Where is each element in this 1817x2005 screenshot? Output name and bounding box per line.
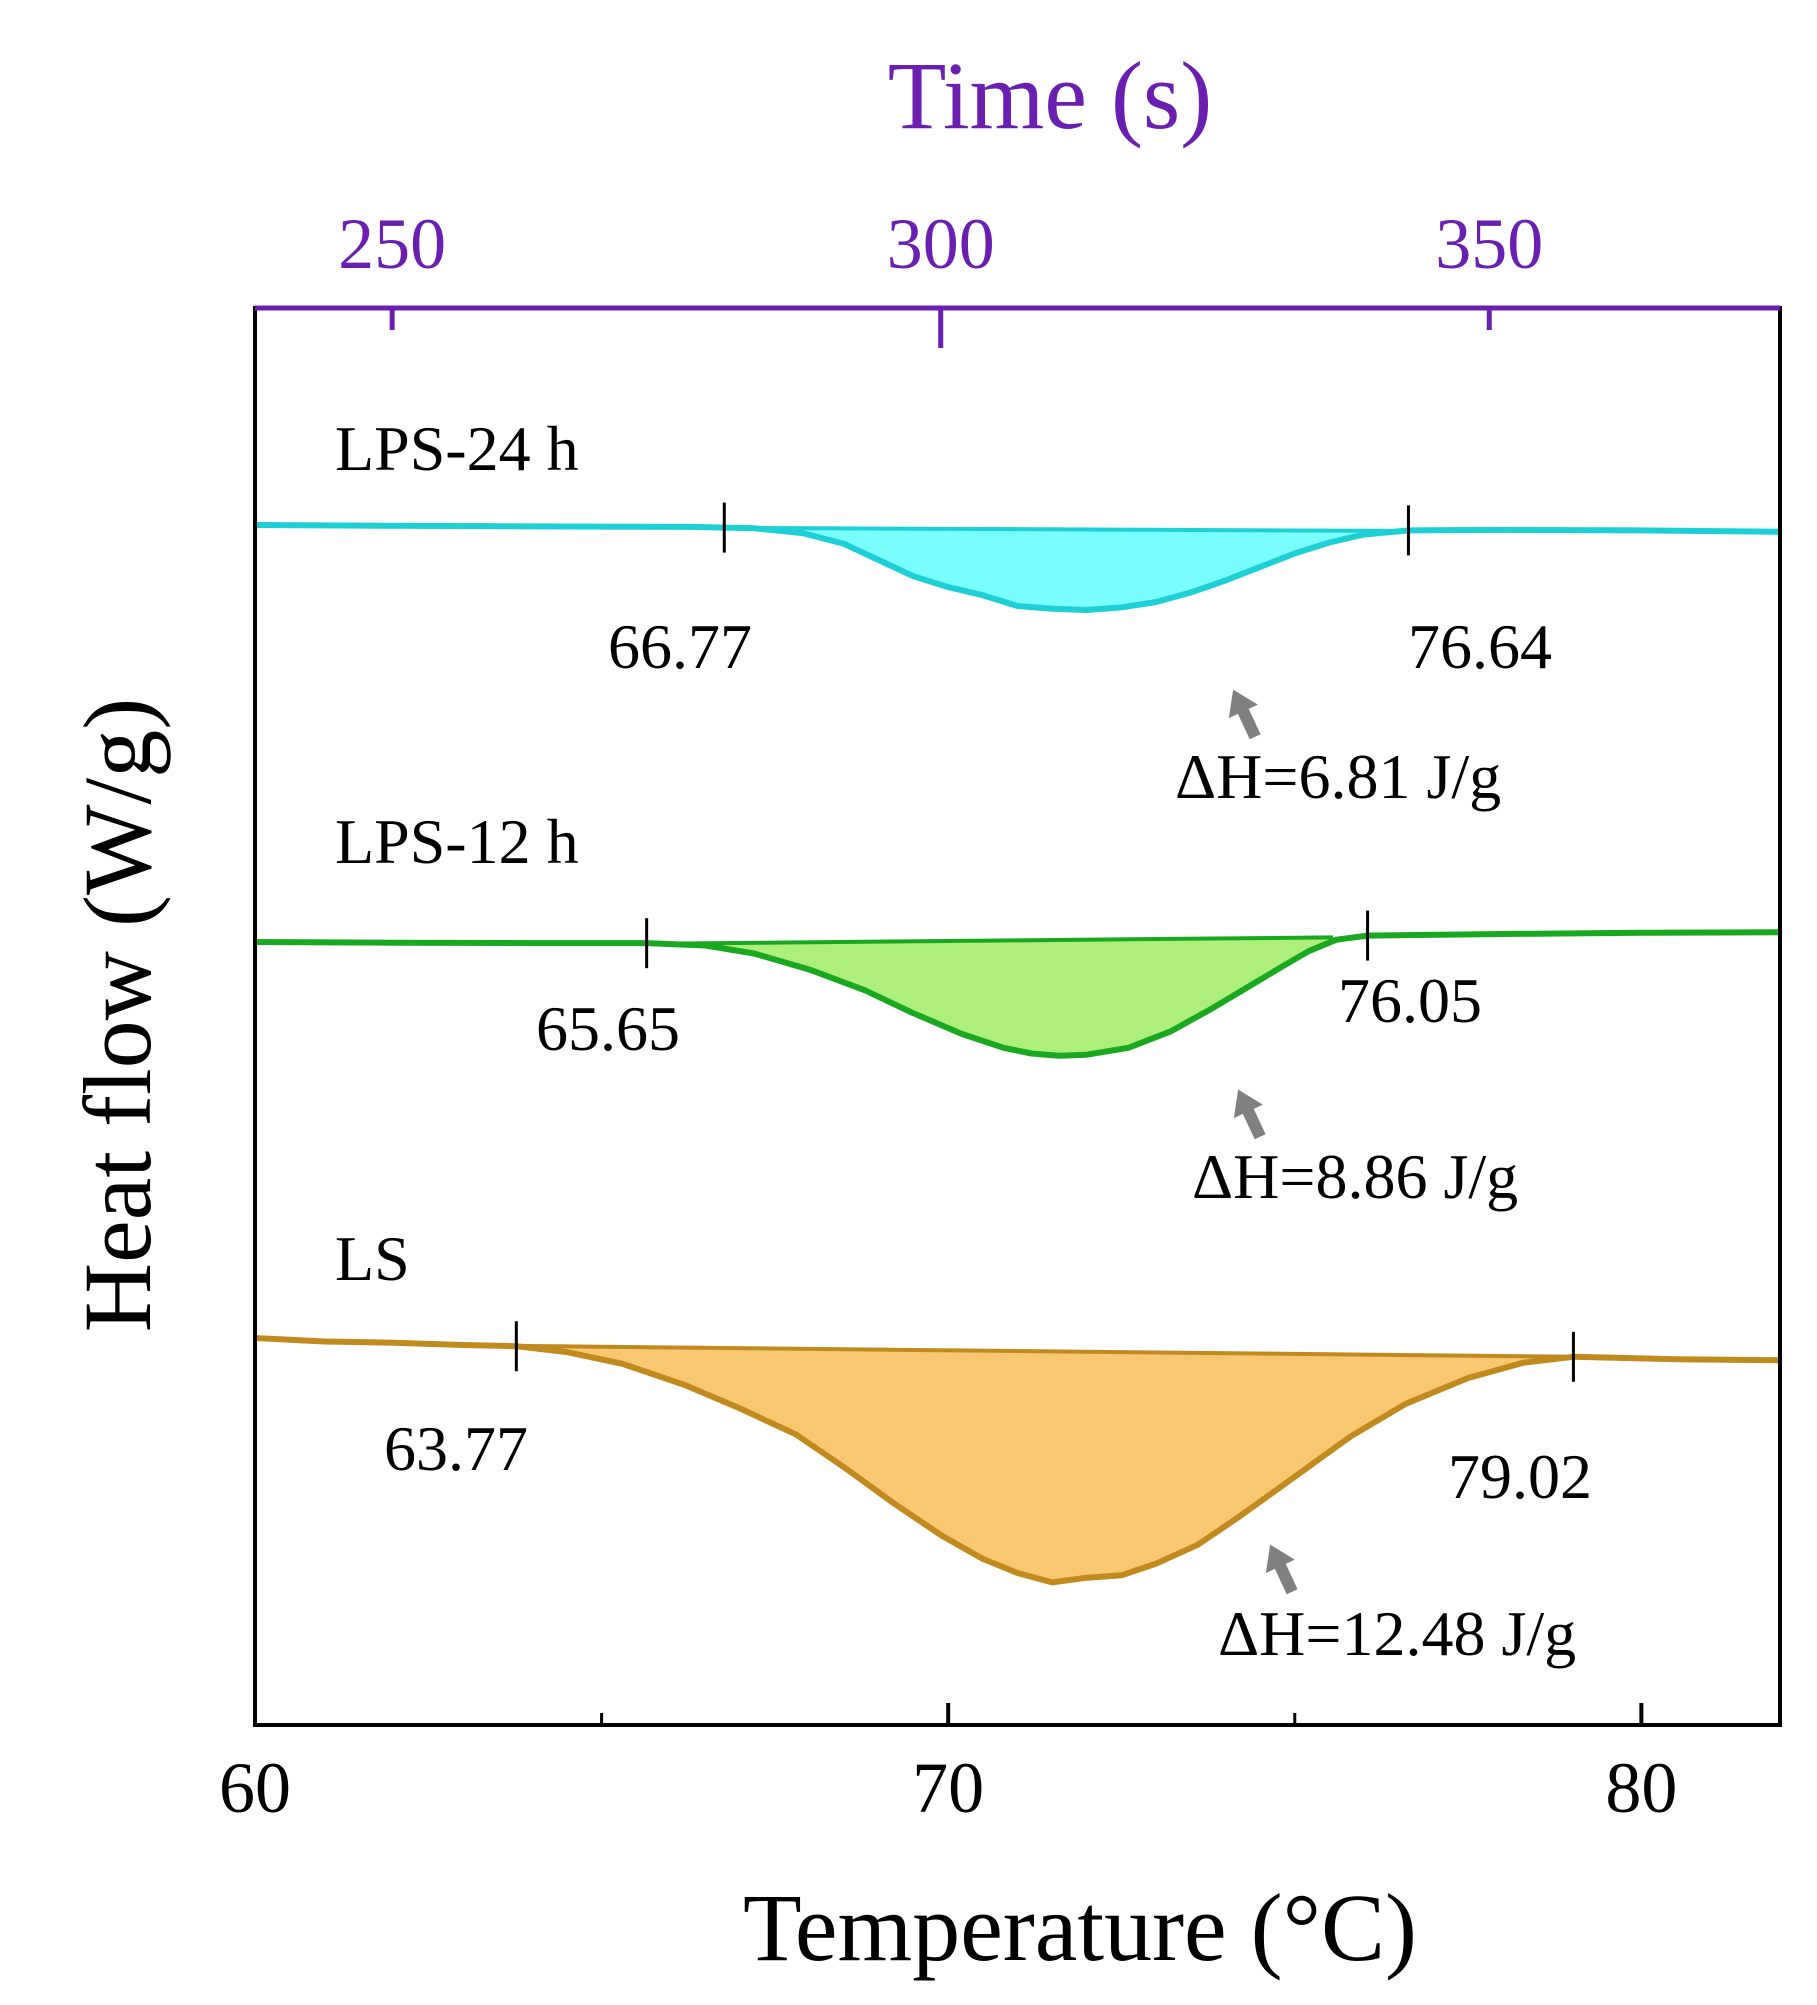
curve-lps-12-h	[255, 929, 1780, 1059]
endset-label: 76.05	[1338, 965, 1482, 1036]
endset-label: 76.64	[1408, 611, 1552, 682]
top-x-tick-label: 300	[887, 204, 995, 284]
x-tick-label: 60	[219, 1748, 291, 1828]
endotherm-fills	[504, 527, 1574, 1583]
enthalpy-label: ΔH=8.86 J/g	[1192, 1141, 1518, 1212]
series-label: LS	[335, 1223, 410, 1294]
series-label: LPS-24 h	[335, 413, 579, 484]
series-annotations: LPS-24 h 66.77 76.64 ΔH=6.81 J/g LPS-12 h 65.…	[335, 413, 1592, 1669]
enthalpy-arrow	[1233, 1089, 1266, 1140]
x-axis-title: Temperature (°C)	[743, 1874, 1417, 1981]
heat-flow-curves	[255, 522, 1780, 1586]
integration-baseline	[663, 935, 1333, 946]
x-axis-ticks: 60 70 80	[219, 1703, 1677, 1828]
enthalpy-arrow	[1228, 689, 1261, 740]
top-axis-title: Time (s)	[888, 42, 1213, 149]
enthalpy-arrows	[1228, 689, 1298, 1595]
enthalpy-label: ΔH=12.48 J/g	[1218, 1598, 1576, 1669]
curve-lps-24-h	[255, 522, 1780, 613]
onset-endset-markers	[514, 502, 1575, 1382]
fill-lps-12-h	[663, 937, 1333, 1056]
enthalpy-arrow	[1265, 1544, 1298, 1595]
onset-label: 63.77	[384, 1413, 528, 1484]
integration-baseline	[504, 1343, 1574, 1359]
x-tick-label: 70	[912, 1748, 984, 1828]
integration-baseline	[747, 525, 1409, 533]
top-x-tick-label: 250	[338, 204, 446, 284]
y-axis-title: Heat flow (W/g)	[64, 698, 171, 1332]
onset-label: 66.77	[608, 611, 752, 682]
enthalpy-label: ΔH=6.81 J/g	[1175, 741, 1501, 812]
endset-label: 79.02	[1448, 1441, 1592, 1512]
series-label: LPS-12 h	[335, 806, 579, 877]
fill-ls	[504, 1345, 1574, 1583]
top-x-axis-ticks: 250 300 350	[338, 204, 1543, 348]
x-tick-label: 80	[1605, 1748, 1677, 1828]
curve-ls	[255, 1335, 1780, 1586]
top-x-tick-label: 350	[1435, 204, 1543, 284]
fill-lps-24-h	[747, 527, 1409, 611]
onset-label: 65.65	[536, 993, 680, 1064]
